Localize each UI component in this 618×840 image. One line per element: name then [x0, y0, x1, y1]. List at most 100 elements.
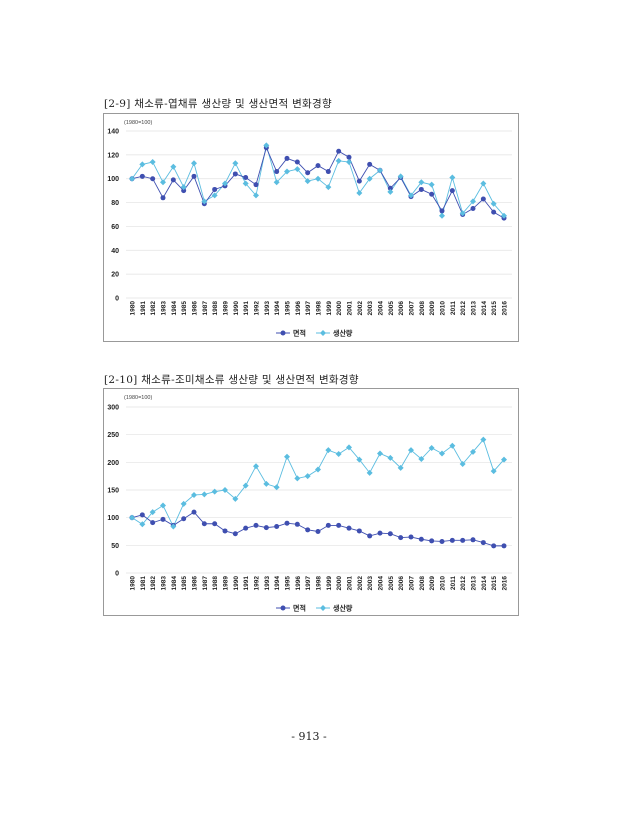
- x-tick-label: 2005: [388, 301, 395, 316]
- x-tick-label: 1981: [140, 301, 147, 316]
- y-tick-label: 60: [111, 224, 119, 231]
- data-point: [356, 456, 363, 463]
- data-point: [243, 525, 249, 531]
- data-point: [150, 176, 156, 182]
- x-tick-label: 1992: [254, 301, 261, 316]
- data-point: [387, 454, 394, 461]
- x-tick-label: 2008: [419, 301, 426, 316]
- data-point: [273, 484, 280, 491]
- data-point: [160, 516, 166, 522]
- data-point: [170, 163, 177, 170]
- data-point: [418, 536, 424, 542]
- data-point: [305, 170, 311, 176]
- x-tick-label: 1980: [130, 576, 137, 591]
- data-point: [418, 456, 425, 463]
- x-tick-label: 1993: [264, 576, 271, 591]
- data-point: [294, 166, 301, 173]
- data-point: [356, 528, 362, 534]
- legend-marker: [280, 605, 286, 611]
- data-point: [253, 192, 259, 199]
- legend-marker: [280, 330, 286, 336]
- data-point: [305, 527, 311, 533]
- data-point: [304, 178, 311, 185]
- data-point: [201, 491, 208, 498]
- data-point: [284, 155, 290, 161]
- figure-title-1: [2-9] 채소류-엽채류 생산량 및 생산면적 변화경향: [104, 98, 332, 110]
- data-point: [232, 495, 239, 502]
- x-tick-label: 2007: [409, 576, 416, 591]
- data-point: [387, 531, 393, 537]
- data-point: [149, 159, 156, 166]
- data-point: [263, 480, 270, 487]
- data-point: [356, 190, 363, 197]
- data-point: [480, 196, 486, 202]
- x-tick-label: 1994: [274, 576, 281, 591]
- data-point: [222, 528, 228, 534]
- x-tick-label: 2003: [367, 301, 374, 316]
- x-tick-label: 2014: [481, 576, 488, 591]
- page-number: - 913 -: [291, 730, 327, 743]
- data-point: [439, 538, 445, 544]
- chart-1: (1980=100) 0 20 40 60 80 100 120 140 1980 1981 1982…: [103, 113, 519, 342]
- y-tick-label: 300: [107, 405, 119, 412]
- data-point: [139, 521, 146, 528]
- data-point: [439, 208, 445, 214]
- data-point: [366, 175, 373, 182]
- x-tick-label: 1996: [295, 301, 302, 316]
- series-line-생산량: [131, 438, 505, 528]
- data-point: [243, 175, 249, 181]
- x-tick-label: 2001: [347, 301, 354, 316]
- x-tick-label: 1986: [192, 301, 199, 316]
- data-point: [377, 167, 383, 174]
- x-tick-label: 2015: [491, 301, 498, 316]
- data-point: [428, 181, 435, 188]
- data-point: [181, 516, 187, 522]
- x-tick-label: 1994: [274, 301, 281, 316]
- x-tick-label: 1982: [150, 576, 157, 591]
- x-tick-label: 1995: [285, 301, 292, 316]
- data-point: [212, 521, 218, 527]
- x-tick-label: 1981: [140, 576, 147, 591]
- data-point: [449, 174, 456, 181]
- y-tick-label: 40: [111, 248, 119, 255]
- x-tick-label: 2001: [347, 576, 354, 591]
- data-point: [325, 169, 331, 175]
- data-point: [418, 179, 425, 186]
- x-tick-label: 2008: [419, 576, 426, 591]
- data-point: [150, 520, 156, 526]
- data-point: [129, 514, 135, 521]
- x-tick-label: 2004: [378, 576, 385, 591]
- x-tick-label: 1990: [233, 576, 240, 591]
- x-tick-label: 2002: [357, 301, 364, 316]
- data-point: [181, 188, 187, 194]
- data-point: [480, 436, 487, 443]
- y-tick-label: 140: [107, 129, 119, 136]
- data-point: [232, 160, 239, 167]
- x-tick-label: 2000: [336, 301, 343, 316]
- data-point: [201, 521, 207, 527]
- data-point: [480, 180, 487, 187]
- data-point: [284, 520, 290, 526]
- data-point: [377, 450, 383, 457]
- y-tick-label: 20: [111, 272, 119, 279]
- x-tick-label: 2013: [471, 576, 478, 591]
- x-tick-label: 1988: [212, 301, 219, 316]
- data-point: [253, 522, 259, 528]
- data-point: [139, 512, 145, 518]
- data-point: [212, 186, 218, 192]
- y-tick-label: 250: [107, 432, 119, 439]
- x-tick-label: 2006: [398, 576, 405, 591]
- data-point: [325, 447, 332, 454]
- x-tick-label: 2005: [388, 576, 395, 591]
- data-point: [232, 171, 238, 177]
- data-point: [222, 487, 228, 493]
- x-tick-label: 1985: [181, 301, 188, 316]
- x-tick-label: 1991: [243, 301, 250, 316]
- x-tick-label: 1998: [316, 301, 323, 316]
- x-tick-label: 1984: [171, 301, 178, 316]
- data-point: [325, 522, 331, 528]
- x-tick-label: 1989: [223, 576, 230, 591]
- y-tick-label: 100: [107, 176, 119, 183]
- data-point: [253, 463, 259, 470]
- series-line-면적: [131, 146, 505, 219]
